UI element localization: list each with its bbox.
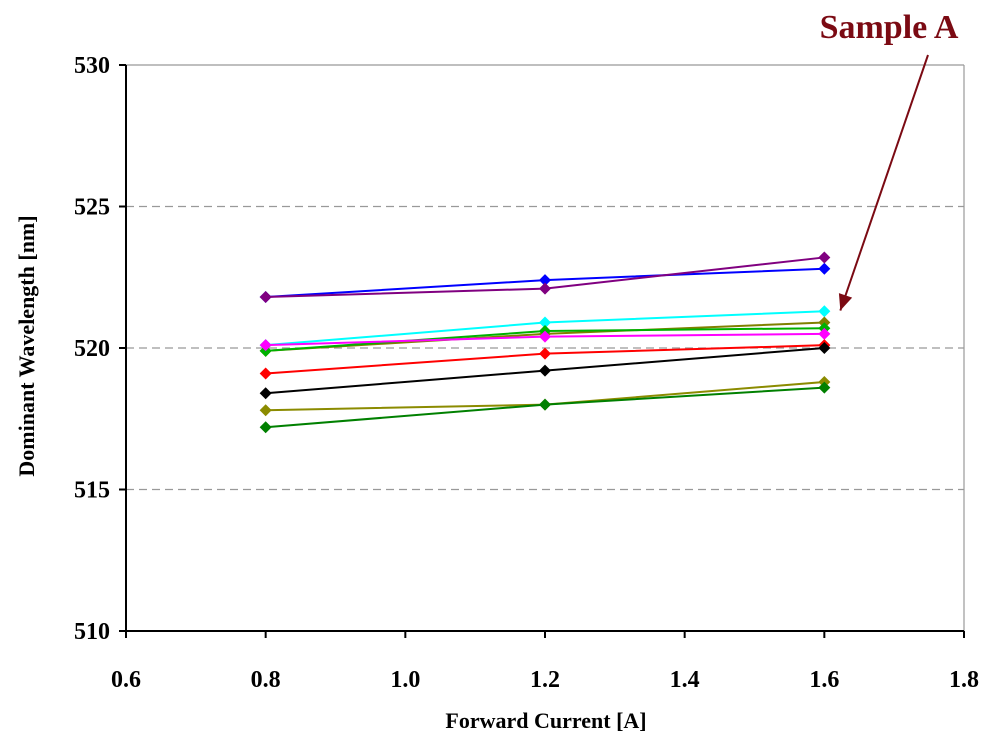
data-point (259, 339, 272, 352)
y-tick-label: 520 (74, 336, 110, 362)
axes (119, 64, 965, 638)
data-point (818, 342, 831, 354)
data-point (539, 282, 551, 295)
annotation-arrow-head (838, 293, 853, 311)
x-tick-label: 0.8 (251, 667, 281, 693)
x-tick-label: 0.6 (111, 667, 141, 693)
y-tick-label: 510 (74, 619, 110, 645)
series-10 (259, 381, 831, 434)
data-point (539, 316, 551, 329)
data-point (259, 291, 272, 304)
x-tick-label: 1.0 (390, 667, 420, 693)
data-point (818, 262, 831, 275)
data-point (259, 367, 272, 380)
y-tick-label: 530 (74, 53, 110, 79)
y-axis-title: Dominant Wavelength [nm] (14, 215, 39, 476)
series-8 (259, 342, 831, 400)
data-point (539, 274, 551, 287)
sample-a-annotation: Sample A (820, 9, 959, 311)
x-tick-label: 1.4 (670, 667, 700, 693)
y-tick-labels: 510 515 520 525 530 (74, 53, 110, 645)
series-group (259, 251, 831, 434)
data-point (539, 330, 551, 343)
x-tick-labels: 0.6 0.8 1.0 1.2 1.4 1.6 1.8 (111, 667, 979, 693)
data-point (259, 387, 272, 400)
data-point (539, 364, 551, 377)
y-tick-label: 515 (74, 478, 110, 504)
y-tick-label: 525 (74, 195, 110, 221)
data-point (818, 381, 831, 394)
x-axis-title: Forward Current [A] (445, 708, 646, 733)
series-6 (259, 327, 831, 352)
x-tick-label: 1.8 (949, 667, 979, 693)
data-point (259, 421, 272, 434)
annotation-arrow-line (839, 54, 929, 311)
data-point (818, 327, 831, 340)
sample-a-label: Sample A (820, 9, 959, 46)
data-point (539, 398, 551, 411)
series-2 (259, 251, 831, 304)
data-point (539, 347, 551, 360)
x-tick-label: 1.6 (809, 667, 839, 693)
data-point (818, 251, 831, 264)
data-point (818, 305, 831, 318)
x-tick-label: 1.2 (530, 667, 560, 693)
data-point (259, 404, 272, 417)
